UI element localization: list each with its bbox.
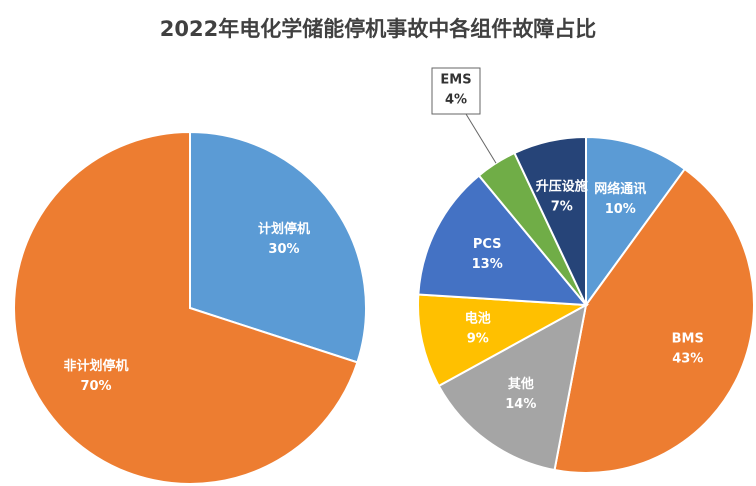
callout-box — [431, 67, 481, 115]
slice-label: EMS — [440, 73, 471, 88]
pie-slice — [513, 135, 587, 306]
slice-label: 电池 — [465, 311, 491, 327]
pie-slice — [585, 135, 687, 309]
slice-label: 计划停机 — [258, 221, 310, 237]
slice-value-label: 43% — [672, 352, 703, 367]
callout-line — [465, 113, 497, 164]
slice-label: 升压设施 — [536, 178, 588, 194]
pie-slice — [553, 167, 755, 474]
slice-value-label: 30% — [268, 242, 299, 257]
slice-value-label: 4% — [445, 93, 467, 108]
slice-label: PCS — [473, 237, 502, 252]
pie-slice — [189, 130, 367, 364]
slice-value-label: 10% — [605, 202, 636, 217]
pie-slice — [437, 303, 588, 472]
slice-value-label: 7% — [551, 199, 573, 214]
slice-value-label: 70% — [80, 379, 111, 394]
slice-value-label: 14% — [505, 397, 536, 412]
pie-slice — [417, 293, 590, 388]
slice-value-label: 9% — [467, 332, 489, 347]
slice-value-label: 13% — [472, 257, 503, 272]
pie-slice — [13, 130, 359, 485]
slice-label: 非计划停机 — [64, 358, 129, 374]
pie-slice — [417, 174, 589, 307]
slice-label: BMS — [672, 332, 704, 347]
slice-label: 网络通讯 — [594, 181, 646, 197]
chart-title: 2022年电化学储能停机事故中各组件故障占比 — [160, 17, 596, 41]
slice-label: 其他 — [508, 376, 534, 392]
